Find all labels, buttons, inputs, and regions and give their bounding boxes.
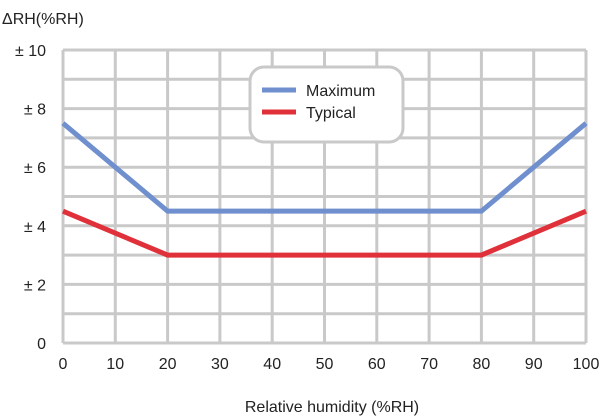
x-tick-label: 70 <box>420 356 438 373</box>
legend-box <box>248 65 405 144</box>
legend-label-maximum: Maximum <box>306 83 375 100</box>
legend-label-typical: Typical <box>306 105 356 122</box>
x-tick-label: 100 <box>573 356 600 373</box>
y-tick-label: ± 6 <box>24 160 46 177</box>
series-line-typical <box>62 208 587 258</box>
x-tick-label: 30 <box>211 356 229 373</box>
y-tick-label: ± 4 <box>24 219 46 236</box>
x-axis-title: Relative humidity (%RH) <box>245 399 419 416</box>
x-tick-label: 60 <box>368 356 386 373</box>
x-tick-label: 0 <box>59 356 68 373</box>
series-line-maximum <box>61 121 588 214</box>
x-tick-label: 90 <box>525 356 543 373</box>
y-axis-title: ΔRH(%RH) <box>2 11 84 28</box>
series-layer <box>61 121 588 258</box>
x-tick-label: 40 <box>263 356 281 373</box>
x-tick-label: 20 <box>159 356 177 373</box>
x-tick-label: 50 <box>316 356 334 373</box>
tick-labels: 0 10 20 30 40 50 60 70 80 90 100 0 ± 2 ± 4 ± 6 ± 8 ± 10 <box>15 43 599 373</box>
legend: Maximum Typical <box>248 65 405 144</box>
y-tick-label: 0 <box>37 336 46 353</box>
y-tick-label: ± 10 <box>15 43 46 60</box>
x-tick-label: 10 <box>106 356 124 373</box>
y-tick-label: ± 8 <box>24 102 46 119</box>
y-tick-label: ± 2 <box>24 277 46 294</box>
x-tick-label: 80 <box>473 356 491 373</box>
